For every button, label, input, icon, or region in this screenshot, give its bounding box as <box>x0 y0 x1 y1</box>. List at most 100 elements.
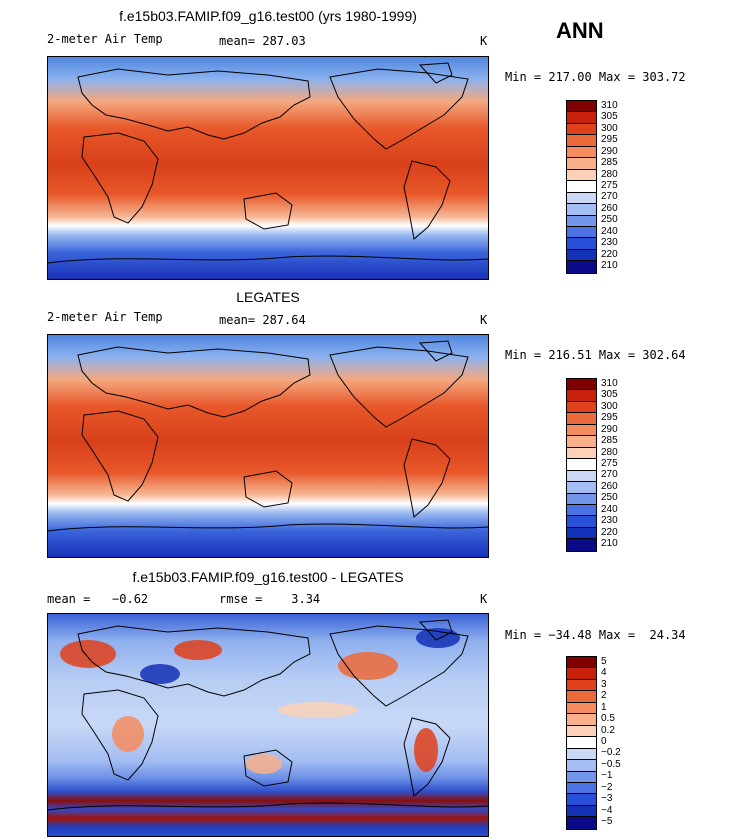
colorbar-swatch <box>567 401 596 414</box>
coastline-eurasia <box>77 625 311 697</box>
colorbar-swatch <box>567 657 596 669</box>
panel2-map-field <box>48 335 488 557</box>
panel1-minmax-label: Min = 217.00 Max = 303.72 <box>505 70 686 84</box>
colorbar-tick-label: 300 <box>601 122 618 134</box>
colorbar-swatch <box>567 470 596 483</box>
colorbar-tick-label: 295 <box>601 134 618 146</box>
colorbar-tick-label: 220 <box>601 248 618 260</box>
colorbar-swatch <box>567 760 596 772</box>
colorbar-tick-label: 270 <box>601 469 618 481</box>
coastline-greenland <box>418 340 453 362</box>
colorbar-tick-label: 285 <box>601 435 618 447</box>
panel3-map <box>47 613 489 837</box>
colorbar-tick-label: 260 <box>601 202 618 214</box>
coastline-africa <box>81 410 159 502</box>
colorbar-swatch <box>567 527 596 540</box>
colorbar-tick-label: 305 <box>601 111 618 123</box>
coastline-greenland <box>418 619 453 641</box>
colorbar-swatch <box>567 249 596 262</box>
coastline-australia <box>243 192 293 230</box>
colorbar-swatch <box>567 482 596 494</box>
colorbar-swatch <box>567 101 596 113</box>
colorbar-swatch <box>567 691 596 703</box>
colorbar-swatch <box>567 215 596 227</box>
coastline-north-america <box>329 625 469 707</box>
panel1-variable-label: 2-meter Air Temp <box>47 32 163 46</box>
panel1-map <box>47 56 489 280</box>
colorbar-tick-label: 230 <box>601 237 618 249</box>
colorbar-swatch <box>567 204 596 216</box>
panel3-units-label: K <box>480 592 488 606</box>
colorbar-swatch <box>567 817 596 829</box>
difference-anomaly-patches <box>60 628 460 774</box>
coastline-australia <box>243 470 293 508</box>
colorbar-tick-label: 275 <box>601 458 618 469</box>
panel3-map-field <box>48 614 488 836</box>
colorbar-swatch <box>567 146 596 159</box>
colorbar-swatch <box>567 714 596 726</box>
panel2-title: LEGATES <box>236 289 300 305</box>
panel1-map-field <box>48 57 488 279</box>
colorbar-swatch <box>567 123 596 136</box>
colorbar-tick-label: 250 <box>601 214 618 226</box>
coastline-eurasia <box>77 346 311 418</box>
panel3-title: f.e15b03.FAMIP.f09_g16.test00 - LEGATES <box>132 569 404 585</box>
colorbar-swatch <box>567 413 596 425</box>
coastline-south-america <box>403 160 451 240</box>
panel3-colorbar <box>566 656 597 830</box>
colorbar-swatch <box>567 447 596 460</box>
colorbar-swatch <box>567 516 596 528</box>
colorbar-tick-label: 240 <box>601 225 618 237</box>
colorbar-swatch <box>567 782 596 795</box>
colorbar-tick-label: 305 <box>601 389 618 401</box>
colorbar-swatch <box>567 679 596 692</box>
colorbar-tick-label: 285 <box>601 157 618 169</box>
colorbar-tick-label: 5 <box>601 655 607 667</box>
colorbar-swatch <box>567 192 596 205</box>
colorbar-tick-label: 240 <box>601 503 618 515</box>
colorbar-tick-label: −4 <box>601 804 613 816</box>
panel1-colorbar <box>566 100 597 274</box>
colorbar-swatch <box>567 748 596 761</box>
colorbar-tick-label: 270 <box>601 191 618 203</box>
colorbar-tick-label: 260 <box>601 480 618 492</box>
colorbar-swatch <box>567 379 596 391</box>
coastline-north-america <box>329 346 469 428</box>
coastline-antarctica <box>48 802 488 811</box>
colorbar-tick-label: −1 <box>601 770 613 782</box>
colorbar-tick-label: 295 <box>601 412 618 424</box>
coastline-eurasia <box>77 68 311 140</box>
colorbar-swatch <box>567 459 596 471</box>
colorbar-tick-label: 300 <box>601 400 618 412</box>
panel3-mean-label: mean = −0.62 <box>47 592 149 606</box>
coastline-south-america <box>403 438 451 518</box>
colorbar-swatch <box>567 539 596 551</box>
colorbar-tick-label: 310 <box>601 99 618 111</box>
colorbar-tick-label: −3 <box>601 793 613 805</box>
colorbar-swatch <box>567 390 596 402</box>
colorbar-tick-label: −0.5 <box>601 758 621 770</box>
colorbar-tick-label: −5 <box>601 816 613 828</box>
colorbar-swatch <box>567 261 596 273</box>
colorbar-tick-label: −2 <box>601 781 613 793</box>
panel3-rmse-label: rmse = 3.34 <box>219 592 321 606</box>
colorbar-tick-label: 280 <box>601 168 618 180</box>
colorbar-tick-label: 275 <box>601 180 618 191</box>
colorbar-tick-label: 1 <box>601 701 607 713</box>
colorbar-swatch <box>567 436 596 448</box>
colorbar-tick-label: 3 <box>601 678 607 690</box>
coastline-greenland <box>418 62 453 84</box>
colorbar-tick-label: −0.2 <box>601 747 621 759</box>
colorbar-tick-label: 290 <box>601 423 618 435</box>
colorbar-swatch <box>567 702 596 715</box>
colorbar-swatch <box>567 504 596 517</box>
colorbar-tick-label: 310 <box>601 377 618 389</box>
panel2-variable-label: 2-meter Air Temp <box>47 310 163 324</box>
colorbar-tick-label: 220 <box>601 526 618 538</box>
coastline-north-america <box>329 68 469 150</box>
colorbar-swatch <box>567 493 596 505</box>
season-label: ANN <box>556 18 604 43</box>
colorbar-tick-label: 4 <box>601 667 607 679</box>
colorbar-swatch <box>567 725 596 738</box>
colorbar-tick-label: 210 <box>601 538 618 550</box>
